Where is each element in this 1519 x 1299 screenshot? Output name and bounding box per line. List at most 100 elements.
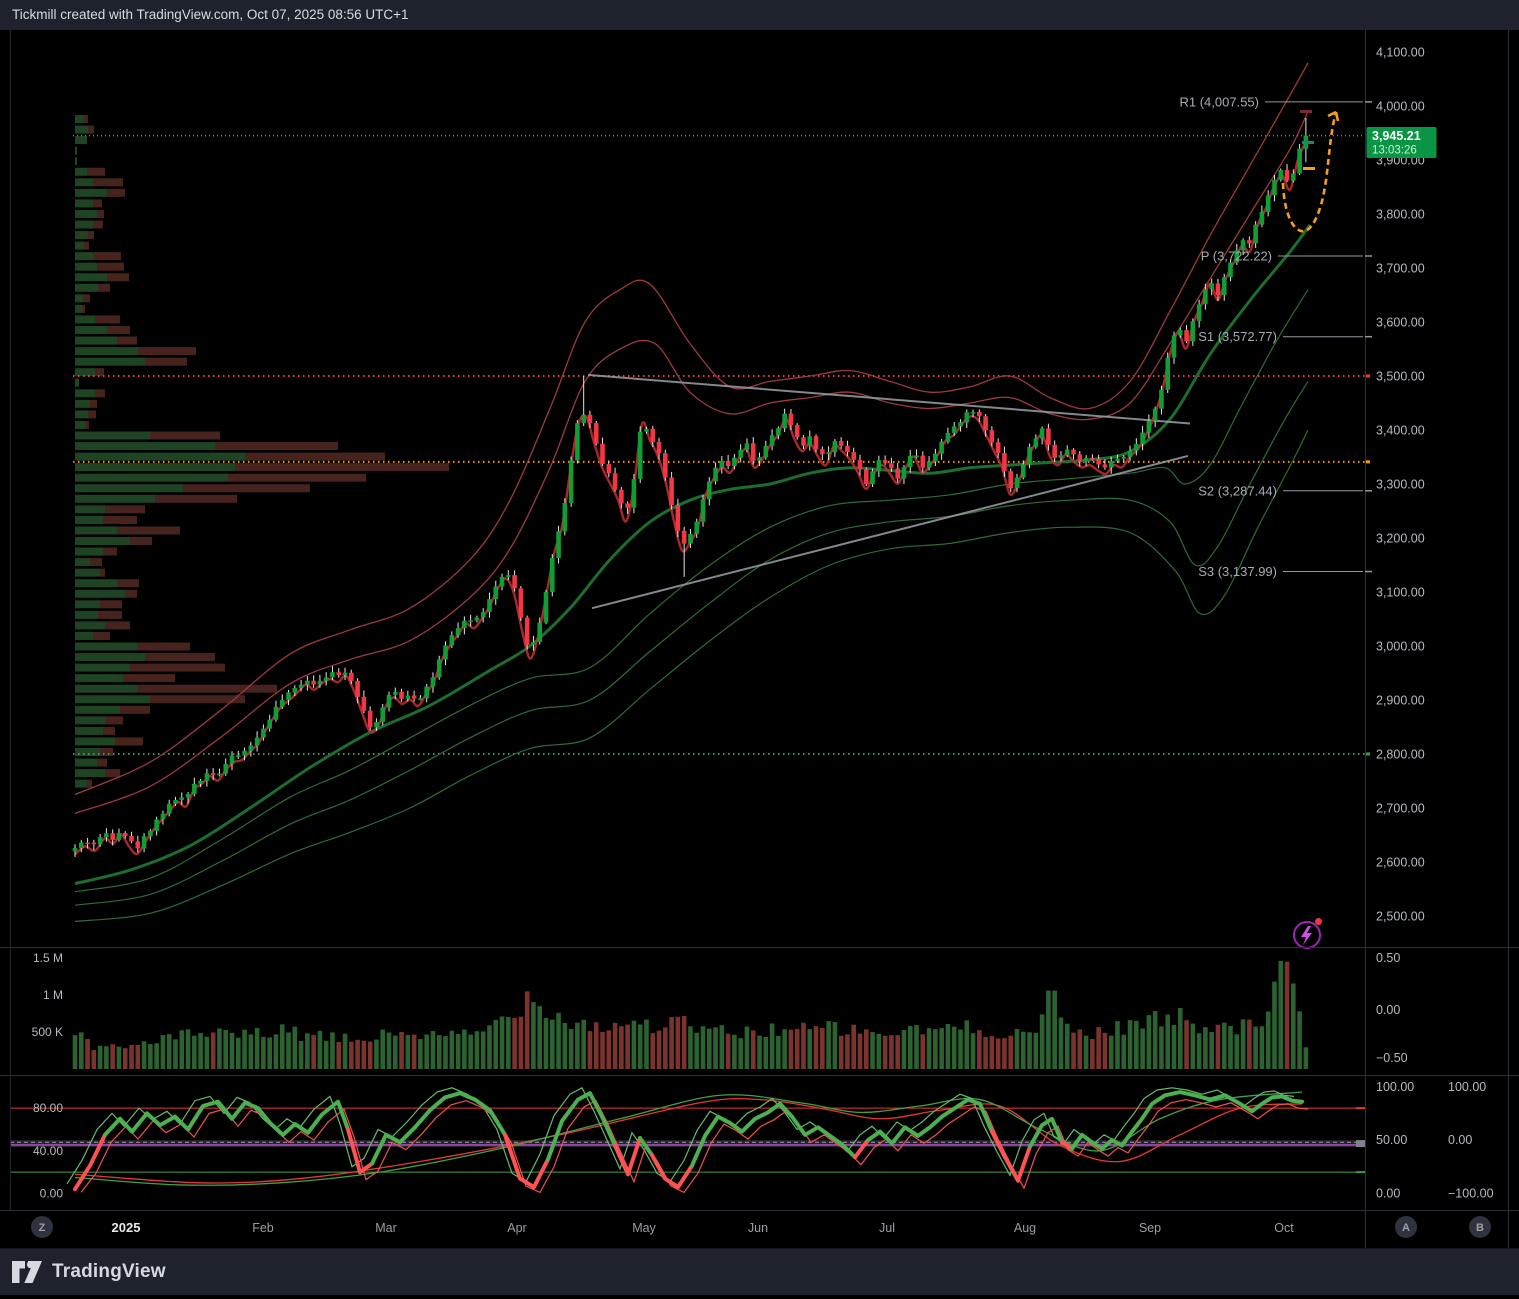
volume-profile-sell-bar [93, 631, 110, 640]
volume-profile-buy-bar [75, 494, 155, 503]
price-scale[interactable]: 4,100.004,000.003,900.003,800.003,700.00… [1365, 46, 1494, 1201]
volume-profile-buy-bar [75, 610, 98, 619]
price-tick-label: 4,100.00 [1376, 46, 1425, 60]
last-price-badge: 3,945.21 13:03:26 [1366, 127, 1437, 158]
oscillator-right-axis-label-1: 100.00 [1376, 1080, 1414, 1094]
volume-profile-sell-bar [97, 758, 107, 767]
price-tick-label: 2,700.00 [1376, 802, 1425, 816]
time-axis[interactable]: 2025 Feb Mar Apr May Jun Jul Aug Sep Oct Z A B [31, 1216, 1491, 1238]
volume-profile-sell-bar [84, 241, 89, 250]
stoch-main-line [1070, 1090, 1304, 1151]
volume-profile-sell-bar [93, 178, 123, 187]
stoch-main-line [638, 1136, 654, 1158]
stoch-slow-red [74, 1097, 1303, 1184]
volume-profile-buy-bar [75, 347, 138, 356]
notification-dot [1315, 918, 1322, 925]
volume-profile-buy-bar [75, 537, 130, 545]
volume-profile-sell-bar [235, 463, 449, 472]
volume-profile-buy-bar [75, 695, 150, 704]
timezone-button-a[interactable]: A [1395, 1216, 1417, 1238]
volume-profile-buy-bar [75, 368, 95, 377]
stoch-main-line [613, 1136, 642, 1177]
volume-profile-buy-bar [75, 283, 98, 292]
volume-profile-buy-bar [75, 231, 88, 240]
oscillator-right-axis-label-2: 100.00 [1448, 1080, 1486, 1094]
volume-profile-buy-bar [75, 273, 107, 282]
stoch-main-line [73, 1132, 107, 1192]
volume-profile-buy-bar [75, 505, 105, 514]
price-tick-label: 3,300.00 [1376, 478, 1425, 492]
volume-profile-sell-bar [245, 452, 385, 461]
timezone-button-z[interactable]: Z [31, 1216, 53, 1238]
volume-profile-sell-bar [107, 273, 129, 282]
volume-profile-sell-bar [137, 642, 190, 651]
volume-profile-buy-bar [75, 674, 123, 683]
pivot-label-r1: R1 (4,007.55) [1180, 94, 1260, 109]
volume-profile-buy-bar [75, 410, 88, 419]
volume-profile-sell-bar [130, 537, 152, 545]
volume-profile-buy-bar [75, 663, 130, 672]
volume-profile-buy-bar [75, 758, 97, 767]
projection-arrowhead [1327, 110, 1340, 122]
volume-profile-sell-bar [145, 357, 187, 366]
volume-profile-sell-bar [100, 748, 113, 756]
volume-profile-buy-bar [75, 515, 103, 524]
volume-profile-buy-bar [75, 399, 90, 408]
svg-text:A: A [1402, 1222, 1410, 1234]
volume-profile-sell-bar [97, 262, 124, 271]
volume-profile-sell-bar [103, 515, 137, 524]
stoch-main-line [103, 1099, 350, 1137]
volume-profile-sell-bar [103, 726, 115, 735]
trendline-wedge-upper[interactable] [587, 373, 1191, 425]
mid-band-marker [1356, 1140, 1365, 1148]
lower-band-3 [74, 429, 1309, 922]
volume-profile-sell-bar [117, 336, 137, 345]
trendline-wedge-lower[interactable] [591, 454, 1189, 610]
volume-profile-buy-bar [75, 199, 93, 208]
tradingview-logo-icon [12, 1261, 42, 1283]
volume-profile-buy-bar [75, 146, 77, 155]
volume-profile-buy-bar [75, 420, 85, 429]
volume-right-axis-label: 0.50 [1376, 951, 1400, 965]
stoch-main-line [346, 1127, 374, 1175]
stoch-main-line [650, 1153, 694, 1190]
volume-profile-sell-bar [138, 347, 196, 356]
volume-profile-sell-bar [215, 442, 338, 451]
volume-profile-sell-bar [150, 695, 245, 704]
volume-profile-buy-bar [75, 463, 235, 472]
tradingview-logo[interactable]: TradingView [0, 1261, 166, 1283]
alert-tick-orange [1366, 460, 1370, 464]
volume-profile-buy-bar [75, 653, 145, 662]
price-tick-label: 4,000.00 [1376, 100, 1425, 114]
volume-profile-sell-bar [228, 473, 366, 482]
volume-profile-buy-bar [75, 220, 93, 229]
volume-right-axis-label: 0.00 [1376, 1003, 1400, 1017]
oscillator-right-axis-label-1: 50.00 [1376, 1133, 1407, 1147]
volume-profile-buy-bar [75, 157, 77, 166]
stoch-slow-green [74, 1091, 1303, 1186]
month-label-apr: Apr [507, 1221, 526, 1235]
volume-profile-sell-bar [82, 304, 85, 313]
stoch-main-line [866, 1097, 994, 1146]
projection-arrow[interactable] [1281, 111, 1338, 233]
last-price-value: 3,945.21 [1372, 129, 1421, 143]
volume-right-axis-label: −0.50 [1376, 1051, 1408, 1065]
volume-profile-sell-bar [115, 737, 143, 746]
volume-profile-buy-bar [75, 125, 88, 134]
chart-title: Tickmill created with TradingView.com, O… [12, 7, 409, 22]
volume-profile-buy-bar [75, 389, 95, 398]
month-label-jun: Jun [748, 1221, 768, 1235]
stoch-main-line [546, 1091, 617, 1162]
volume-profile-sell-bar [84, 115, 88, 123]
volume-profile-sell-bar [88, 231, 94, 240]
stoch-main-line [690, 1101, 857, 1168]
volume-profile-sell-bar [125, 589, 137, 598]
volume-profile-buy-bar [75, 431, 150, 440]
volume-profile-buy-bar [75, 294, 83, 303]
timezone-button-b[interactable]: B [1469, 1216, 1491, 1238]
volume-profile-buy-bar [75, 188, 107, 197]
volume-profile-sell-bar [90, 399, 97, 408]
volume-profile-buy-bar [75, 737, 115, 746]
